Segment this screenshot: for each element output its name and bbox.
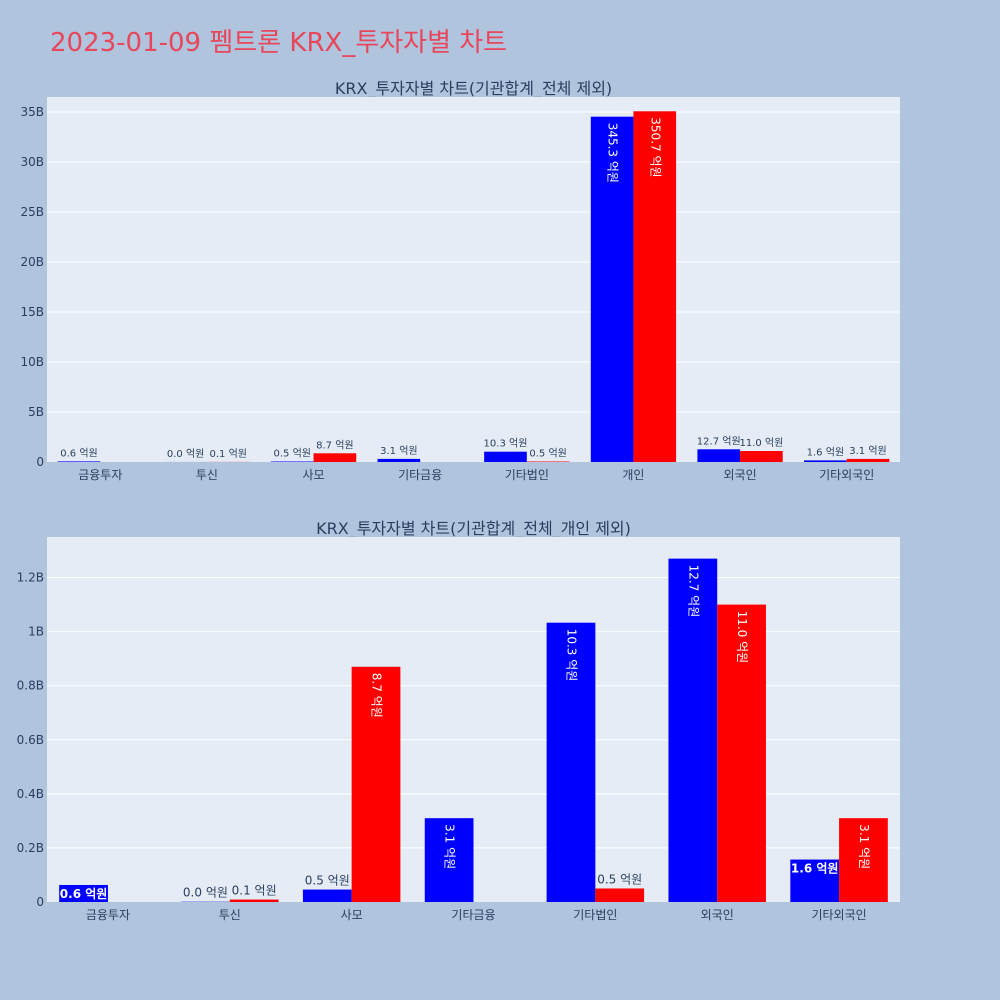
bar — [668, 558, 718, 902]
bar — [546, 622, 596, 902]
x-tick-label: 기타외국인 — [819, 468, 874, 482]
data-label: 11.0 억원 — [739, 437, 783, 449]
x-tick-label: 외국인 — [724, 468, 757, 482]
data-label: 0.0 억원 — [167, 448, 204, 460]
x-tick-label: 투신 — [219, 908, 241, 922]
y-tick-label: 30B — [20, 155, 44, 169]
data-label: 0.6 억원 — [60, 887, 108, 901]
y-tick-label: 35B — [20, 105, 44, 119]
data-label: 3.1 억원 — [849, 445, 886, 457]
data-label: 3.1 억원 — [857, 824, 871, 869]
data-label: 8.7 억원 — [316, 439, 353, 451]
x-tick-label: 기타외국인 — [811, 908, 866, 922]
bar — [717, 604, 766, 902]
x-tick-label: 외국인 — [701, 908, 734, 922]
y-tick-label: 0.2B — [17, 841, 44, 855]
y-tick-label: 25B — [20, 205, 44, 219]
data-label: 0.0 억원 — [183, 886, 228, 900]
data-label: 3.1 억원 — [443, 824, 457, 869]
x-tick-label: 기타법인 — [505, 468, 549, 482]
y-tick-label: 15B — [20, 305, 44, 319]
bar — [697, 449, 741, 462]
data-label: 11.0 억원 — [735, 611, 749, 664]
bar — [59, 884, 108, 902]
bar — [302, 889, 352, 902]
bar — [804, 460, 847, 462]
x-tick-label: 투신 — [196, 468, 218, 482]
x-tick-label: 개인 — [622, 468, 644, 482]
y-tick-label: 20B — [20, 255, 44, 269]
data-label: 0.5 억원 — [529, 448, 566, 460]
x-tick-label: 기타금융 — [398, 468, 442, 482]
data-label: 0.1 억원 — [210, 448, 247, 460]
y-tick-label: 0.8B — [17, 679, 44, 693]
data-label: 10.3 억원 — [484, 438, 528, 450]
bar — [377, 458, 421, 462]
bar — [590, 116, 634, 462]
chart-title: KRX_투자자별 차트(기관합계_전체 제외) — [335, 79, 612, 99]
bar — [790, 859, 840, 902]
bar — [484, 451, 527, 462]
x-tick-label: 금융투자 — [78, 468, 122, 482]
y-tick-label: 0.4B — [17, 787, 44, 801]
bar — [839, 818, 888, 902]
bar — [313, 453, 357, 462]
data-label: 0.1 억원 — [232, 884, 277, 898]
data-label: 8.7 억원 — [370, 673, 384, 718]
x-tick-label: 사모 — [303, 468, 325, 482]
data-label: 0.5 억원 — [305, 874, 350, 888]
y-tick-label: 1B — [28, 625, 44, 639]
bar — [229, 899, 279, 902]
bar — [633, 111, 677, 463]
data-label: 1.6 억원 — [807, 446, 844, 458]
chart-title: KRX_투자자별 차트(기관합계_전체_개인 제외) — [316, 519, 631, 539]
bar — [846, 458, 890, 462]
chart-lower: KRX_투자자별 차트(기관합계_전체_개인 제외) 0 0.2B 0.4B 0.6B 0… — [17, 519, 900, 922]
y-tick-label: 5B — [28, 405, 44, 419]
bar — [526, 461, 570, 462]
x-tick-label: 사모 — [341, 908, 363, 922]
data-label: 350.7 억원 — [648, 117, 662, 177]
data-label: 0.6 억원 — [60, 447, 97, 459]
y-tick-label: 1.2B — [17, 571, 44, 585]
data-label: 0.5 억원 — [597, 872, 642, 886]
bar — [424, 818, 474, 902]
data-label: 12.7 억원 — [686, 565, 700, 618]
x-tick-label: 금융투자 — [86, 908, 130, 922]
plot-area — [47, 97, 900, 462]
data-label: 345.3 억원 — [606, 123, 620, 183]
chart-upper: KRX_투자자별 차트(기관합계_전체 제외) 0 5B 10B 15B 20B 25B 30… — [20, 79, 900, 482]
bar — [740, 451, 783, 462]
data-label: 12.7 억원 — [697, 435, 741, 447]
data-label: 3.1 억원 — [380, 445, 417, 457]
data-label: 0.5 억원 — [273, 448, 310, 460]
bar — [351, 666, 401, 902]
y-tick-label: 0 — [36, 895, 44, 909]
page-title: 2023-01-09 펨트론 KRX_투자자별 차트 — [50, 28, 508, 58]
bar — [270, 461, 314, 462]
data-label: 1.6 억원 — [791, 862, 839, 876]
x-tick-label: 기타금융 — [451, 908, 495, 922]
y-tick-label: 0 — [36, 455, 44, 469]
x-tick-label: 기타법인 — [573, 908, 617, 922]
bar — [595, 888, 645, 902]
bar — [57, 461, 101, 462]
y-tick-label: 0.6B — [17, 733, 44, 747]
data-label: 10.3 억원 — [564, 629, 578, 682]
y-tick-label: 10B — [20, 355, 44, 369]
